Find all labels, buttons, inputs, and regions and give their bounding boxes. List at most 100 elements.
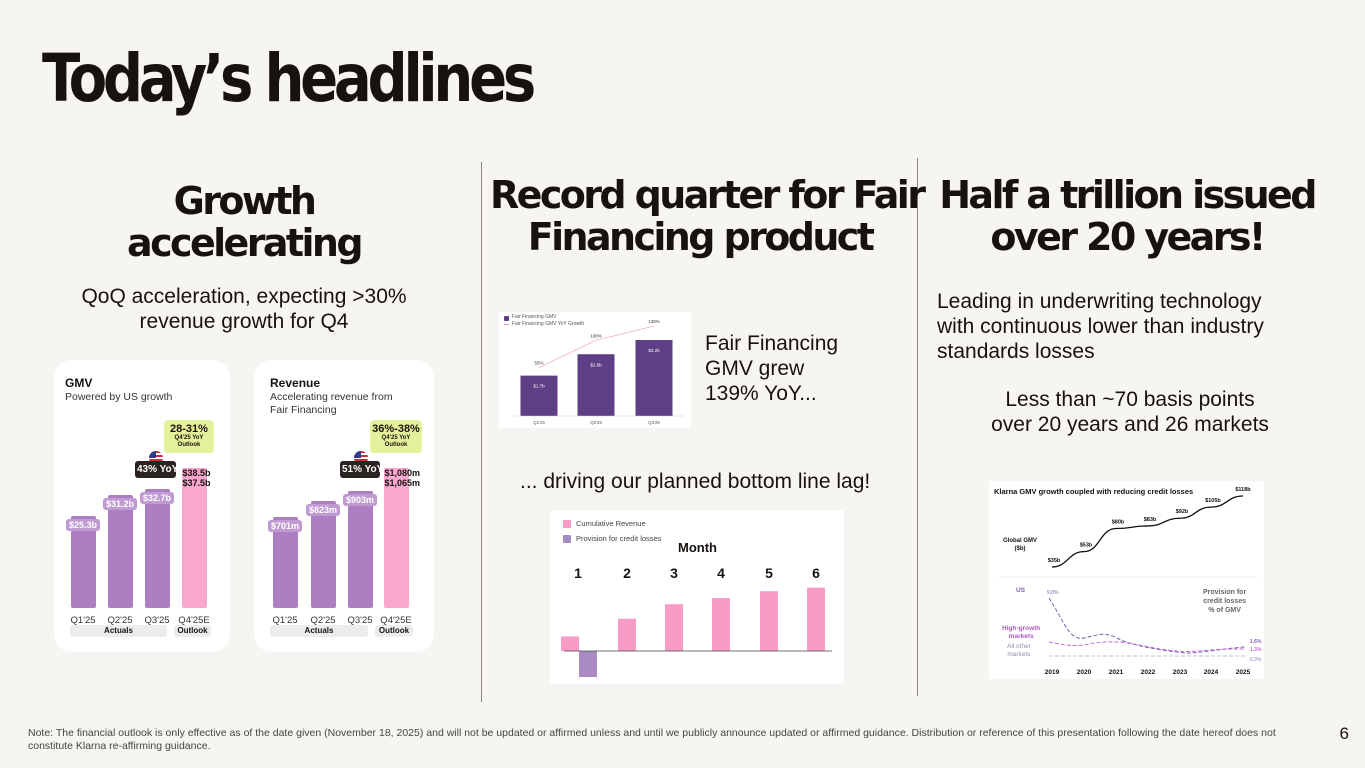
gmv-line xyxy=(1051,495,1244,568)
high-growth-loss-line xyxy=(1048,641,1246,652)
credit-loss-chart-title: Klarna GMV growth coupled with reducing … xyxy=(994,487,1194,496)
year-tick: 2025 xyxy=(1236,669,1251,676)
high-growth-label-line-1: High-growth xyxy=(1002,625,1041,632)
gmv-point-label: $83b xyxy=(1144,517,1157,523)
fair-financing-gmv-text: Fair Financing GMV grew 139% YoY... xyxy=(705,331,838,406)
revenue-outlook-low: $1,065m xyxy=(384,478,421,488)
revenue-outlook-box: 36%-38% Q4'25 YoY Outlook xyxy=(370,420,422,453)
lag-month-label: 5 xyxy=(765,565,773,581)
bottom-line-lag-text: ... driving our planned bottom line lag! xyxy=(520,470,871,493)
mini-chart-svg: $1.7b Q1'25 55% $2.6b Q2'25 108% $3.2b Q3'25 139… xyxy=(514,319,684,425)
gmv-outlook-pill: Outlook xyxy=(174,625,211,637)
gmv-x-tick: Q2'25 xyxy=(107,615,133,626)
growth-subtext-line-2: revenue growth for Q4 xyxy=(139,310,349,333)
page-title: Today’s headlines xyxy=(42,40,536,117)
gmv-card-title: GMV xyxy=(65,376,93,390)
high-growth-label: High-growth markets xyxy=(1002,625,1040,641)
fair-financing-gmv-chart: Fair Financing GMV Fair Financing GMV Yo… xyxy=(499,312,691,428)
half-trillion-heading: Half a trillion issued over 20 years! xyxy=(927,174,1327,258)
underwriting-line-2: with continuous lower than industry xyxy=(937,315,1264,338)
provision-end-label: 1.6% xyxy=(1250,639,1262,645)
gmv-text-line-2: GMV grew xyxy=(705,357,805,380)
fair-financing-heading-line-2: Financing product xyxy=(527,215,875,259)
us-series-label: US xyxy=(1016,587,1026,594)
gmv-bar xyxy=(107,494,133,608)
mini-x-tick: Q1'25 xyxy=(533,420,545,425)
credit-loss-chart-svg: $35b $53b $80b $83b $92b $105b $118b 9.8% 1.6% 1.… xyxy=(999,487,1262,676)
basis-points-line-2: over 20 years and 26 markets xyxy=(991,413,1269,436)
year-tick: 2024 xyxy=(1204,669,1219,676)
gmv-text-line-3: 139% YoY... xyxy=(705,382,817,405)
gmv-outlook-label: $38.5b $37.5b xyxy=(180,467,214,489)
revenue-card-title: Revenue xyxy=(270,376,321,390)
footnote: Note: The financial outlook is only effe… xyxy=(28,727,1276,752)
gmv-text-line-1: Fair Financing xyxy=(705,332,839,355)
year-tick: 2020 xyxy=(1077,669,1092,676)
gmv-card-subtitle: Powered by US growth xyxy=(65,391,173,403)
revenue-outlook-label: $1,080m $1,065m xyxy=(382,467,424,489)
gmv-card: GMV Powered by US growth 28-31% Q4'25 Yo… xyxy=(54,360,230,652)
credit-loss-chart: Klarna GMV growth coupled with reducing … xyxy=(989,481,1264,679)
half-trillion-heading-line-2: over 20 years! xyxy=(990,215,1266,259)
other-markets-label: All other markets xyxy=(1007,643,1031,659)
lag-revenue-bar xyxy=(665,604,683,651)
mini-growth-line xyxy=(538,325,655,368)
mini-growth-label: 139% xyxy=(648,319,660,324)
basis-points-text: Less than ~70 basis points over 20 years… xyxy=(925,387,1335,437)
gmv-bar-label: $32.7b xyxy=(140,492,175,505)
revenue-x-tick: Q1'25 xyxy=(272,615,298,626)
revenue-actuals-pill: Actuals xyxy=(270,625,368,637)
gmv-bar xyxy=(181,468,207,608)
revenue-bar xyxy=(310,501,336,608)
mini-bar xyxy=(577,354,615,416)
growth-heading-line-1: Growth xyxy=(173,179,317,223)
underwriting-text: Leading in underwriting technology with … xyxy=(937,289,1337,364)
half-trillion-heading-line-1: Half a trillion issued xyxy=(939,173,1317,217)
growth-subtext: QoQ acceleration, expecting >30% revenue… xyxy=(44,284,444,334)
lag-month-label: 6 xyxy=(812,565,820,581)
year-tick: 2021 xyxy=(1109,669,1124,676)
global-gmv-label-line-1: Global GMV xyxy=(1003,538,1038,544)
lag-month-label: 3 xyxy=(670,565,678,581)
lag-axis-title: Month xyxy=(678,540,717,555)
gmv-bar-label: $31.2b xyxy=(103,497,138,510)
gmv-point-label: $118b xyxy=(1235,487,1251,493)
other-markets-label-line-1: All other xyxy=(1007,643,1031,650)
basis-points-line-1: Less than ~70 basis points xyxy=(1005,388,1255,411)
gmv-bar xyxy=(70,516,96,608)
mini-growth-label: 108% xyxy=(590,333,602,338)
gmv-outlook-low: $37.5b xyxy=(182,478,211,488)
mini-bar-label: $3.2b xyxy=(648,348,660,353)
revenue-bar-label: $903m xyxy=(343,493,378,506)
us-start-label: 9.8% xyxy=(1047,590,1059,596)
mini-bar xyxy=(520,375,558,416)
revenue-bar xyxy=(272,517,298,608)
revenue-x-tick: Q2'25 xyxy=(310,615,336,626)
mini-bar-label: $1.7b xyxy=(533,384,545,389)
gmv-actuals-pill: Actuals xyxy=(70,625,167,637)
lag-revenue-bar xyxy=(760,591,778,651)
legend-swatch-gmv xyxy=(504,316,509,321)
gmv-outlook-caption-1: Q4'25 YoY xyxy=(174,435,204,441)
provision-axis-label-line-1: Provision for xyxy=(1203,589,1247,596)
revenue-subtitle-line-1: Accelerating revenue from xyxy=(270,391,393,403)
lag-month-label: 2 xyxy=(623,565,631,581)
revenue-card: Revenue Accelerating revenue from Fair F… xyxy=(254,360,434,652)
lag-month-label: 1 xyxy=(574,565,582,581)
year-tick: 2022 xyxy=(1141,669,1156,676)
revenue-x-tick: Q4'25E xyxy=(380,615,412,626)
growth-heading: Growth accelerating xyxy=(94,180,394,264)
mini-bar xyxy=(635,340,673,416)
lag-provision-bar xyxy=(579,651,597,677)
year-tick: 2019 xyxy=(1045,669,1060,676)
mini-bar-label: $2.6b xyxy=(590,362,602,367)
revenue-outlook-high: $1,080m xyxy=(384,468,421,478)
revenue-outlook-pill: Outlook xyxy=(375,625,413,637)
revenue-yoy-badge: 51% YoY xyxy=(340,461,383,478)
year-tick: 2023 xyxy=(1173,669,1188,676)
legend-label-growth: Fair Financing GMV YoY Growth xyxy=(512,321,585,327)
gmv-bar-label: $25.3b xyxy=(66,519,101,531)
mini-growth-label: 55% xyxy=(534,361,543,366)
lag-revenue-bar xyxy=(618,618,636,651)
global-gmv-label: Global GMV ($b) xyxy=(1003,537,1037,553)
